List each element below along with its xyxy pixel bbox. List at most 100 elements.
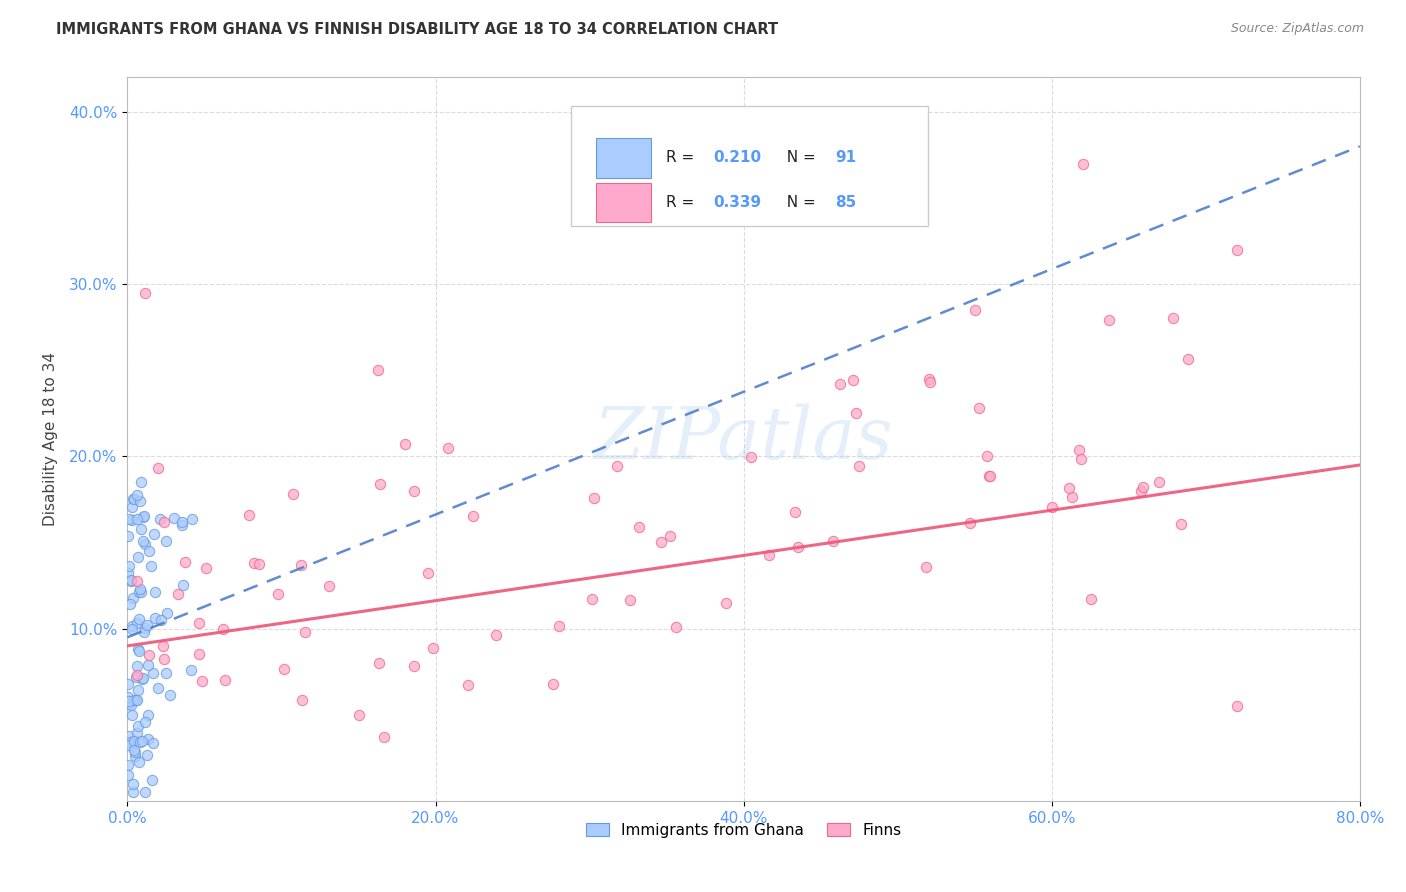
Point: [127, 667, 149, 681]
Point: [187, 647, 209, 661]
Point: [155, 534, 177, 549]
Point: [1067, 443, 1090, 458]
Point: [153, 515, 176, 529]
Point: [606, 459, 628, 474]
Point: [963, 303, 986, 318]
Point: [128, 494, 150, 508]
Point: [156, 607, 179, 621]
Point: [714, 596, 737, 610]
Point: [118, 558, 141, 573]
Point: [543, 677, 565, 691]
Point: [915, 560, 938, 574]
Point: [582, 491, 605, 505]
Point: [404, 484, 426, 499]
Point: [127, 682, 149, 697]
Point: [786, 541, 808, 555]
Point: [125, 670, 148, 684]
Point: [247, 557, 270, 571]
Point: [170, 515, 193, 529]
Point: [967, 401, 990, 415]
Point: [823, 533, 845, 548]
Point: [131, 733, 153, 747]
Point: [159, 689, 181, 703]
Point: [117, 529, 139, 543]
Point: [124, 749, 146, 764]
Point: [117, 676, 139, 690]
Point: [273, 662, 295, 676]
Point: [127, 488, 149, 502]
Point: [422, 641, 444, 656]
Point: [172, 577, 194, 591]
Point: [1057, 481, 1080, 495]
Point: [163, 511, 186, 525]
Point: [267, 586, 290, 600]
FancyBboxPatch shape: [571, 106, 928, 226]
Point: [136, 618, 159, 632]
Point: [190, 673, 212, 688]
Point: [121, 623, 143, 637]
Point: [117, 690, 139, 704]
Point: [155, 665, 177, 680]
Point: [294, 625, 316, 640]
Point: [547, 619, 569, 633]
Y-axis label: Disability Age 18 to 34: Disability Age 18 to 34: [44, 352, 58, 526]
Point: [117, 768, 139, 782]
Point: [138, 544, 160, 558]
Text: R =: R =: [666, 150, 699, 165]
Point: [152, 639, 174, 653]
Point: [122, 692, 145, 706]
Point: [132, 533, 155, 548]
Point: [404, 658, 426, 673]
Point: [740, 450, 762, 464]
Point: [174, 555, 197, 569]
Point: [142, 666, 165, 681]
Point: [291, 693, 314, 707]
Point: [136, 708, 159, 723]
Point: [134, 285, 156, 300]
Text: 85: 85: [835, 195, 856, 210]
Point: [128, 735, 150, 749]
Point: [979, 468, 1001, 483]
Point: [134, 537, 156, 551]
Point: [139, 559, 162, 574]
Point: [1147, 475, 1170, 489]
Point: [167, 587, 190, 601]
Point: [132, 509, 155, 524]
Point: [1225, 243, 1247, 257]
Point: [457, 678, 479, 692]
Point: [238, 508, 260, 523]
Point: [121, 618, 143, 632]
Point: [124, 745, 146, 759]
Point: [121, 591, 143, 606]
Point: [118, 729, 141, 743]
Point: [127, 719, 149, 733]
Point: [120, 573, 142, 587]
Text: ZIPatlas: ZIPatlas: [593, 404, 893, 475]
Point: [131, 671, 153, 685]
Point: [436, 442, 458, 456]
Point: [128, 644, 150, 658]
Point: [281, 487, 304, 501]
Point: [152, 652, 174, 666]
Point: [367, 363, 389, 377]
Point: [143, 611, 166, 625]
Point: [125, 659, 148, 673]
Point: [959, 516, 981, 530]
Point: [121, 500, 143, 514]
Point: [122, 784, 145, 798]
Point: [117, 694, 139, 708]
Point: [828, 376, 851, 391]
Point: [142, 736, 165, 750]
Point: [665, 620, 688, 634]
Point: [1040, 500, 1063, 514]
Text: N =: N =: [778, 150, 821, 165]
Text: IMMIGRANTS FROM GHANA VS FINNISH DISABILITY AGE 18 TO 34 CORRELATION CHART: IMMIGRANTS FROM GHANA VS FINNISH DISABIL…: [56, 22, 779, 37]
Point: [581, 591, 603, 606]
Point: [627, 520, 650, 534]
Point: [127, 512, 149, 526]
Point: [131, 584, 153, 599]
Point: [1070, 451, 1092, 466]
Point: [181, 512, 204, 526]
Point: [1132, 480, 1154, 494]
Point: [143, 585, 166, 599]
